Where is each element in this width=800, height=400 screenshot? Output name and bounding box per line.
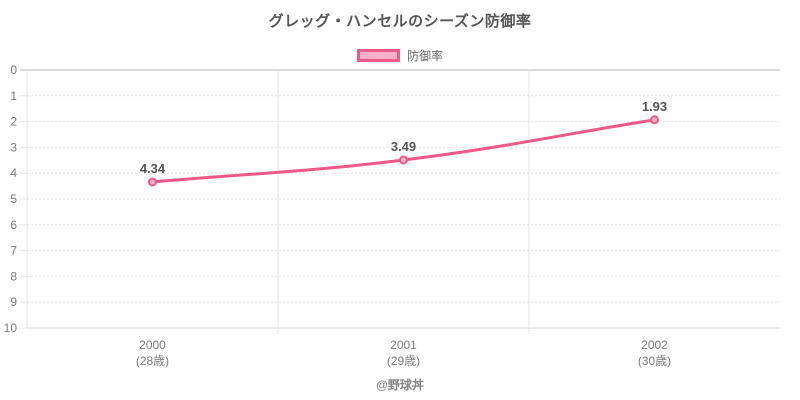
credit-text: @野球丼 [376,378,424,392]
y-tick-label: 10 [4,321,18,335]
y-tick-label: 7 [10,244,17,258]
data-point-2001[interactable] [399,155,408,165]
legend-item-era[interactable]: 防御率 [0,47,800,63]
legend-swatch [356,48,400,62]
legend-label: 防御率 [406,48,443,63]
data-point-label-2002: 1.93 [642,99,667,114]
x-tick-label-year: 2000 [139,338,166,352]
chart-title: グレッグ・ハンセルのシーズン防御率 [268,13,532,30]
y-tick-label: 3 [10,140,17,154]
y-tick-label: 8 [10,269,17,283]
y-tick-label: 9 [10,295,17,309]
data-point-label-2001: 3.49 [391,139,416,154]
data-point-2000[interactable] [148,177,157,187]
y-tick-label: 5 [10,192,17,206]
x-tick-label-age: (28歳) [136,354,169,368]
x-tick-label-age: (30歳) [638,354,671,368]
y-tick-label: 2 [10,115,17,129]
y-tick-label: 6 [10,218,17,232]
y-tick-label: 1 [10,89,17,103]
x-tick-label-year: 2001 [390,338,417,352]
x-tick-label-year: 2002 [641,338,668,352]
y-tick-label: 4 [10,166,17,180]
data-point-2002[interactable] [650,115,659,125]
x-tick-label-age: (29歳) [387,354,420,368]
data-point-label-2000: 4.34 [140,161,166,176]
y-tick-label: 0 [10,63,17,77]
